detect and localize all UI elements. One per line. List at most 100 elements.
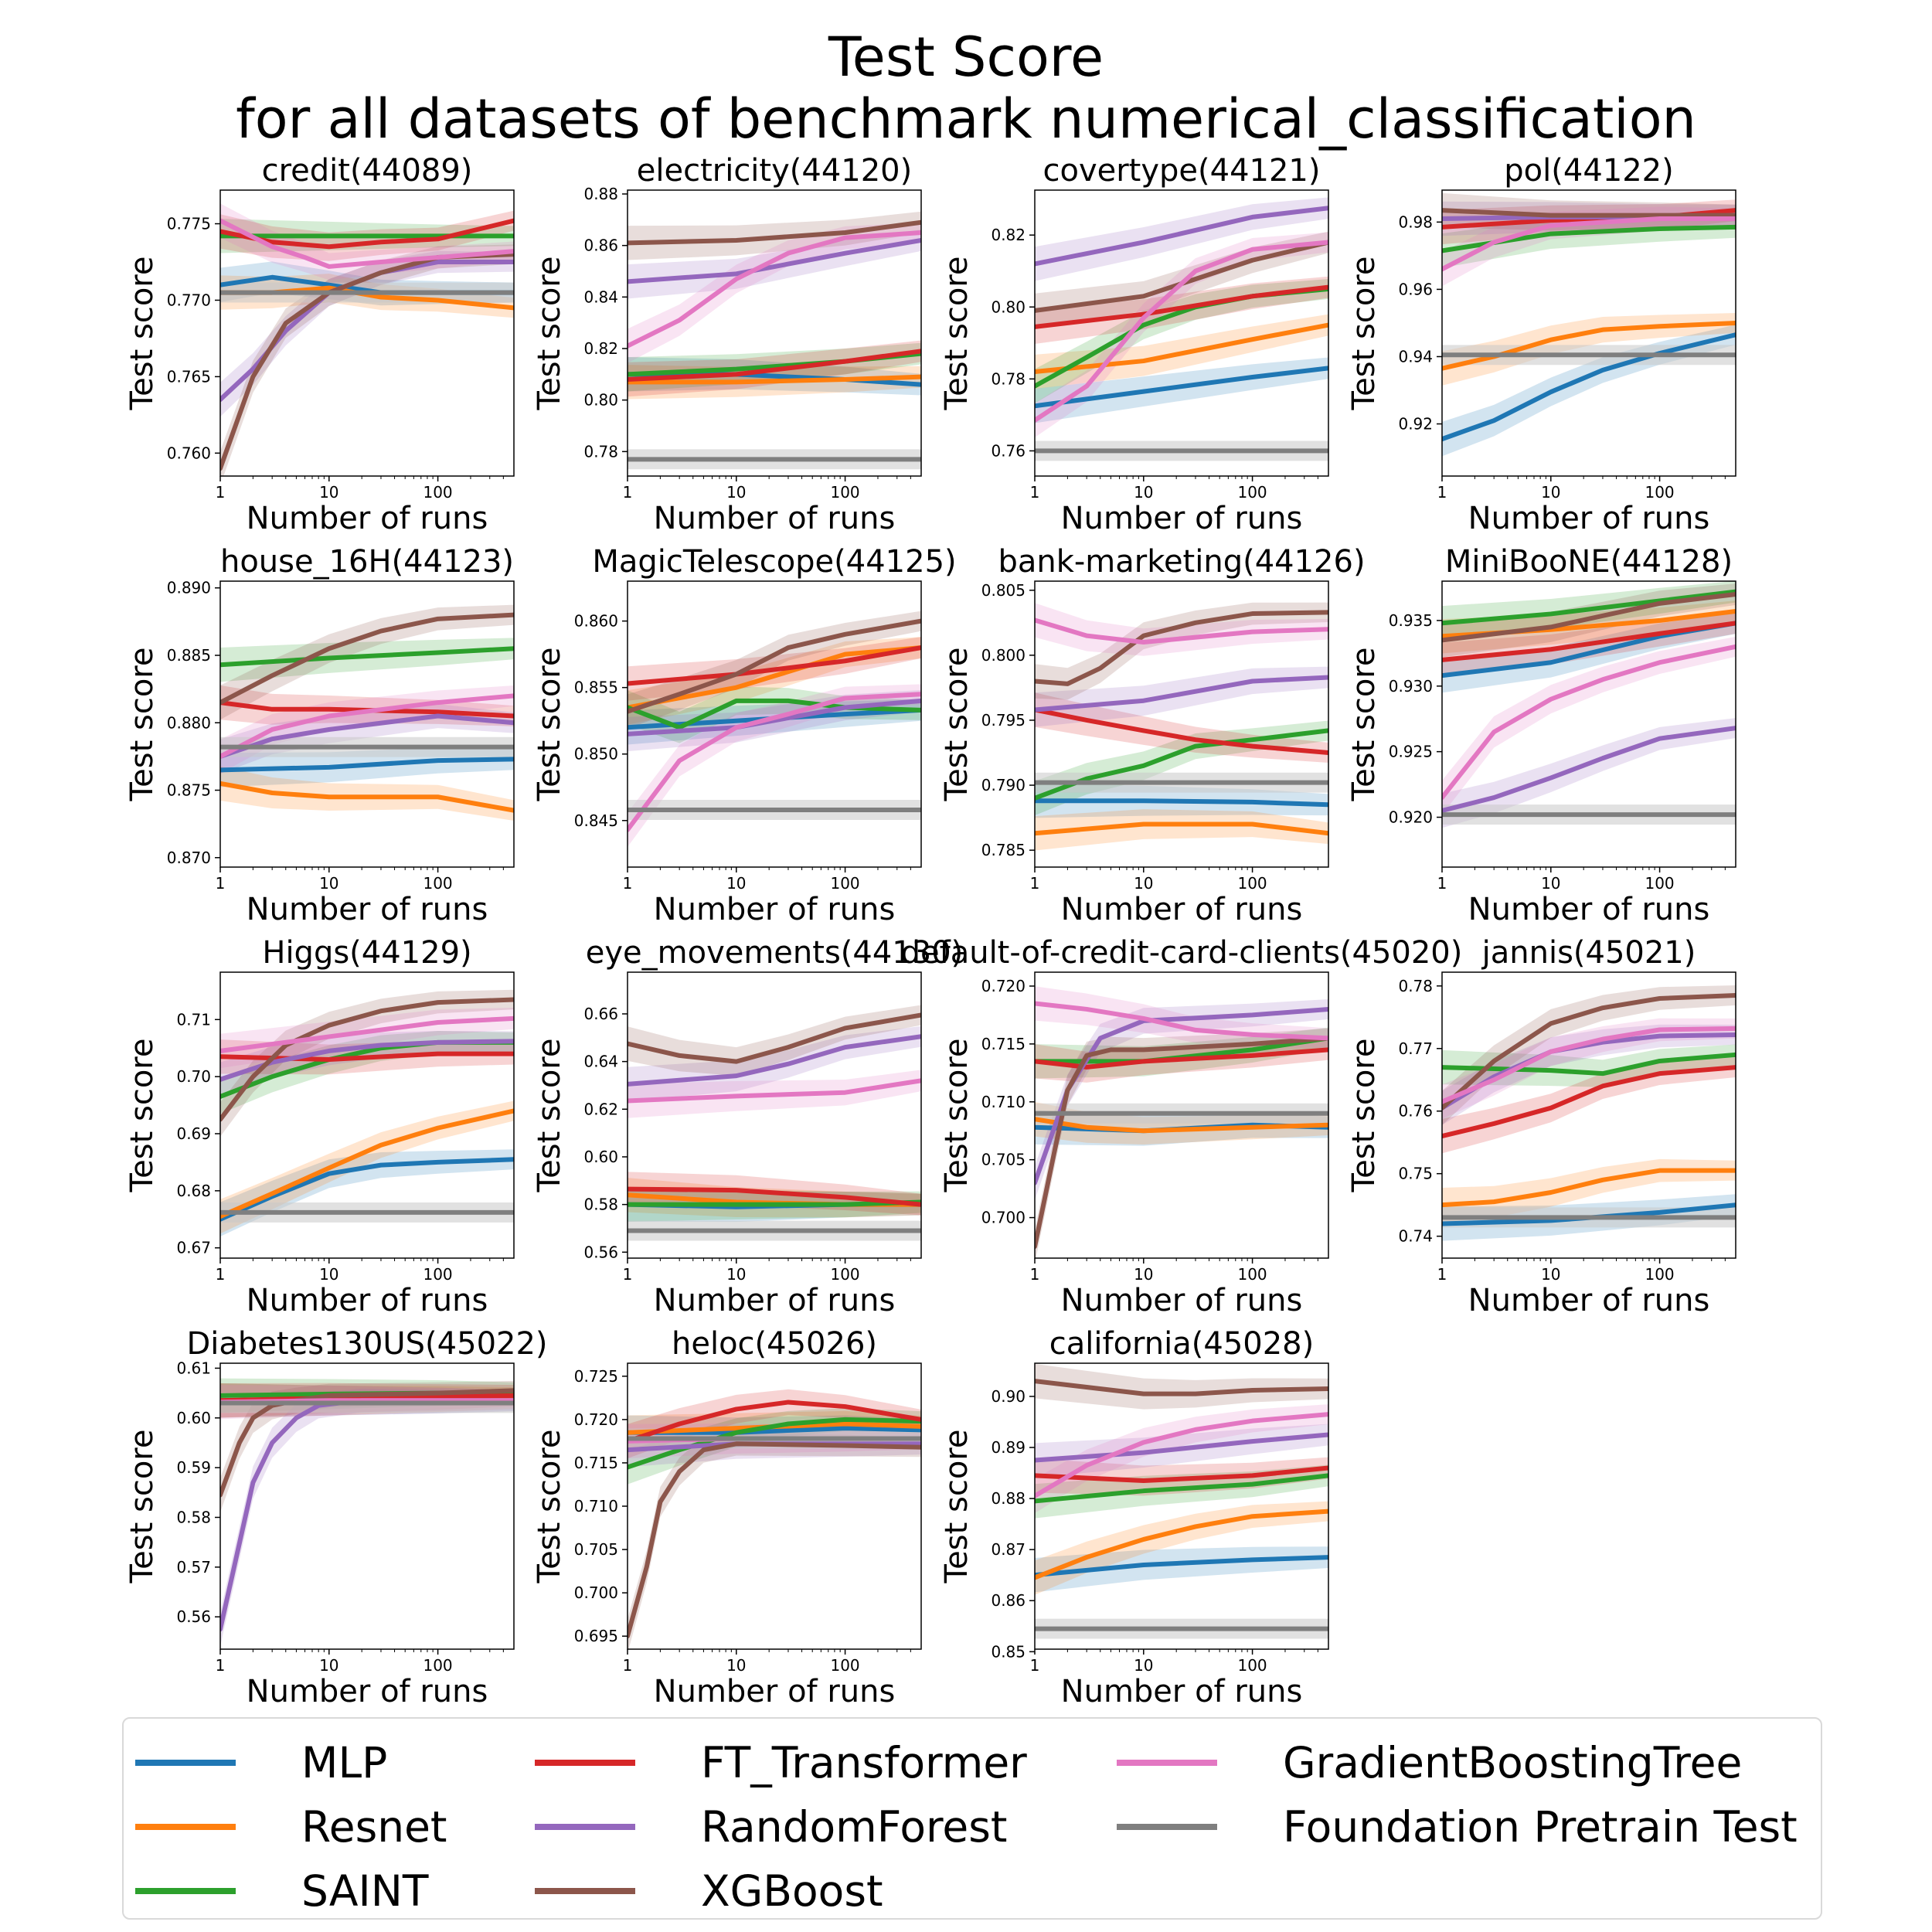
y-axis-label: Test score [532,257,567,411]
legend-line-foundation-pretrain-test [1117,1824,1217,1830]
legend-label-randomforest: RandomForest [701,1802,1008,1852]
plot-area [220,604,514,821]
series-line-resnet [1442,1168,1736,1208]
y-tick-label: 0.66 [583,1005,618,1023]
subplot-title: electricity(44120) [637,153,912,189]
series-line-gradientboostingtree [220,693,514,759]
y-tick-label: 0.69 [176,1124,211,1143]
axes-frame [627,189,922,477]
band-randomforest [1442,718,1736,828]
band-resnet [220,766,514,821]
y-tick-label: 0.860 [574,612,618,631]
subplot-diabetes130us-45022: 0.56 0.57 0.58 0.59 0.60 0.61 1 10 100 Diabetes13… [124,1326,548,1709]
y-axis-label: Test score [1346,257,1382,411]
y-tick-label: 0.76 [991,441,1026,460]
band-gradientboostingtree [1035,603,1328,656]
plot-area [628,211,921,470]
x-tick-label: 10 [319,874,338,893]
series-line-mlp [1035,798,1328,808]
y-axis-label: Test score [939,257,975,411]
x-tick-label: 1 [623,874,633,893]
band-mlp [220,1149,514,1236]
y-tick-label: 0.890 [167,579,211,597]
y-tick-label: 0.805 [981,581,1026,600]
series-line-xgboost [628,1441,921,1639]
y-tick-label: 0.760 [167,444,211,462]
y-tick-label: 0.855 [574,679,618,697]
y-tick-label: 0.885 [167,646,211,665]
plot-area [628,1005,921,1241]
legend-label-foundation-pretrain-test: Foundation Pretrain Test [1283,1802,1798,1852]
band-randomforest [220,1031,514,1097]
series-line-saint [1035,1036,1328,1064]
y-tick-label: 0.89 [991,1438,1026,1457]
y-tick-label: 0.68 [176,1182,211,1200]
x-tick-label: 1 [1437,1265,1447,1284]
series-line-xgboost [1442,992,1736,1111]
x-tick-label: 1 [1437,874,1447,893]
series-line-gradientboostingtree [1442,216,1736,272]
legend-item-ft-transformer: FT_Transformer [535,1736,1076,1790]
y-tick-label: 0.930 [1389,677,1433,696]
x-tick-label: 100 [1237,483,1267,502]
series-line-xgboost [1035,610,1328,686]
band-resnet [220,1100,514,1234]
y-tick-label: 0.800 [981,646,1026,665]
band-gradientboostingtree [220,685,514,774]
y-axis-label: Test score [532,1039,567,1193]
y-tick-label: 0.875 [167,781,211,800]
band-resnet [1442,1158,1736,1223]
series-line-saint [628,1199,921,1207]
band-gradientboostingtree [1035,1404,1328,1513]
x-tick-label: 1 [1030,1656,1040,1675]
band-randomforest [220,703,514,774]
y-tick-label: 0.88 [991,1489,1026,1508]
x-axis-label: Number of runs [654,1283,896,1318]
legend-item-resnet: Resnet [135,1800,599,1854]
y-tick-label: 0.70 [176,1067,211,1086]
series-line-ft-transformer [1035,284,1328,329]
x-tick-label: 100 [1237,874,1267,893]
series-line-randomforest [220,1398,514,1632]
x-axis-label: Number of runs [247,1674,488,1709]
x-tick-label: 10 [1541,874,1560,893]
band-xgboost [220,1380,514,1512]
legend-item-gradientboostingtree: GradientBoostingTree [1117,1736,1797,1790]
axes-frame [1441,580,1736,868]
axes-frame [219,1362,515,1650]
y-tick-label: 0.720 [981,977,1026,995]
subplot-house-16h-44123: 0.870 0.875 0.880 0.885 0.890 1 10 100 house_16H… [124,544,515,927]
axes-frame [627,971,922,1259]
legend-line-gradientboostingtree [1117,1760,1217,1766]
plot-area [1442,192,1736,457]
y-axis-label: Test score [124,1430,160,1584]
y-tick-label: 0.60 [176,1409,211,1427]
axes-frame [219,189,515,477]
subplot-electricity-44120: 0.78 0.80 0.82 0.84 0.86 0.88 1 10 100 electricit… [532,153,922,536]
series-line-randomforest [1442,726,1736,814]
subplot-title: MagicTelescope(44125) [592,544,956,580]
x-axis-label: Number of runs [1468,1283,1710,1318]
band-resnet [1035,1501,1328,1595]
legend-label-mlp: MLP [301,1738,388,1787]
series-line-xgboost [628,219,921,246]
subplot-covertype-44121: 0.76 0.78 0.80 0.82 1 10 100 covertype(44121) Nu… [939,153,1329,536]
x-tick-label: 10 [1541,1265,1560,1284]
x-axis-label: Number of runs [247,892,488,927]
subplot-california-45028: 0.85 0.86 0.87 0.88 0.89 0.90 1 10 100 california… [939,1326,1329,1709]
plot-area [628,1389,921,1649]
y-tick-label: 0.58 [583,1196,618,1214]
series-line-resnet [1442,320,1736,371]
y-tick-label: 0.715 [574,1454,618,1472]
x-axis-label: Number of runs [654,501,896,536]
y-tick-label: 0.87 [991,1540,1026,1559]
x-tick-label: 100 [423,1265,452,1284]
series-line-mlp [628,372,921,387]
subplot-title: Higgs(44129) [262,935,471,971]
x-tick-label: 1 [623,1656,633,1675]
y-axis-label: Test score [939,1039,975,1193]
legend-line-saint [135,1888,236,1894]
figure-title: Test Score [828,26,1104,89]
y-tick-label: 0.60 [583,1148,618,1166]
